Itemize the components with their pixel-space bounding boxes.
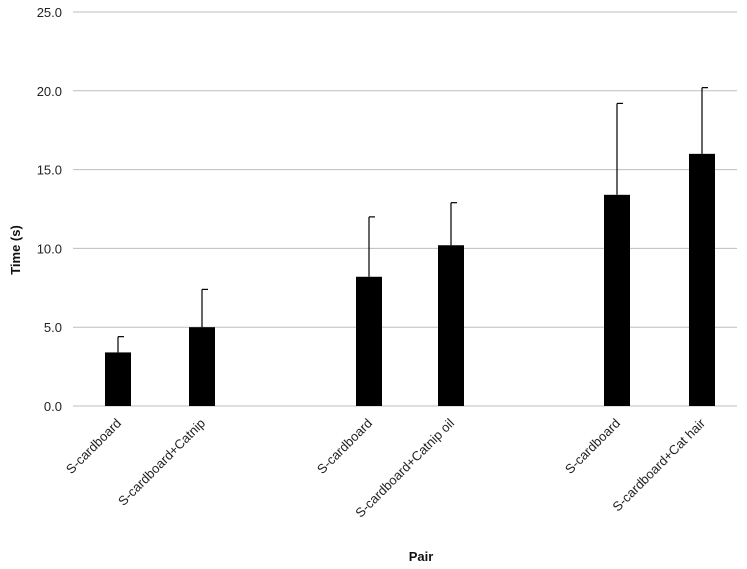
y-tick-label: 5.0: [44, 320, 62, 335]
error-bars: [117, 87, 708, 353]
bar: [604, 194, 630, 406]
y-axis-title: Time (s): [8, 225, 23, 275]
x-category-label: S-cardboard+Catnip: [115, 416, 208, 509]
x-category-label: S-cardboard: [562, 416, 623, 477]
y-tick-label: 15.0: [37, 163, 62, 178]
y-tick-label: 25.0: [37, 5, 62, 20]
y-tick-label: 10.0: [37, 241, 62, 256]
bar: [438, 245, 464, 406]
x-category-label: S-cardboard+Cat hair: [609, 415, 708, 514]
gridlines: [73, 11, 737, 407]
bar: [689, 153, 715, 406]
x-axis-title: Pair: [409, 549, 434, 564]
bars: [105, 153, 715, 406]
x-category-label: S-cardboard: [63, 416, 124, 477]
bar: [189, 327, 215, 406]
y-axis-ticks: 0.0 5.0 10.0 15.0 20.0 25.0: [37, 5, 62, 414]
y-tick-label: 20.0: [37, 84, 62, 99]
y-tick-label: 0.0: [44, 399, 62, 414]
x-category-label: S-cardboard: [314, 416, 375, 477]
bar: [356, 276, 382, 406]
bar: [105, 352, 131, 406]
